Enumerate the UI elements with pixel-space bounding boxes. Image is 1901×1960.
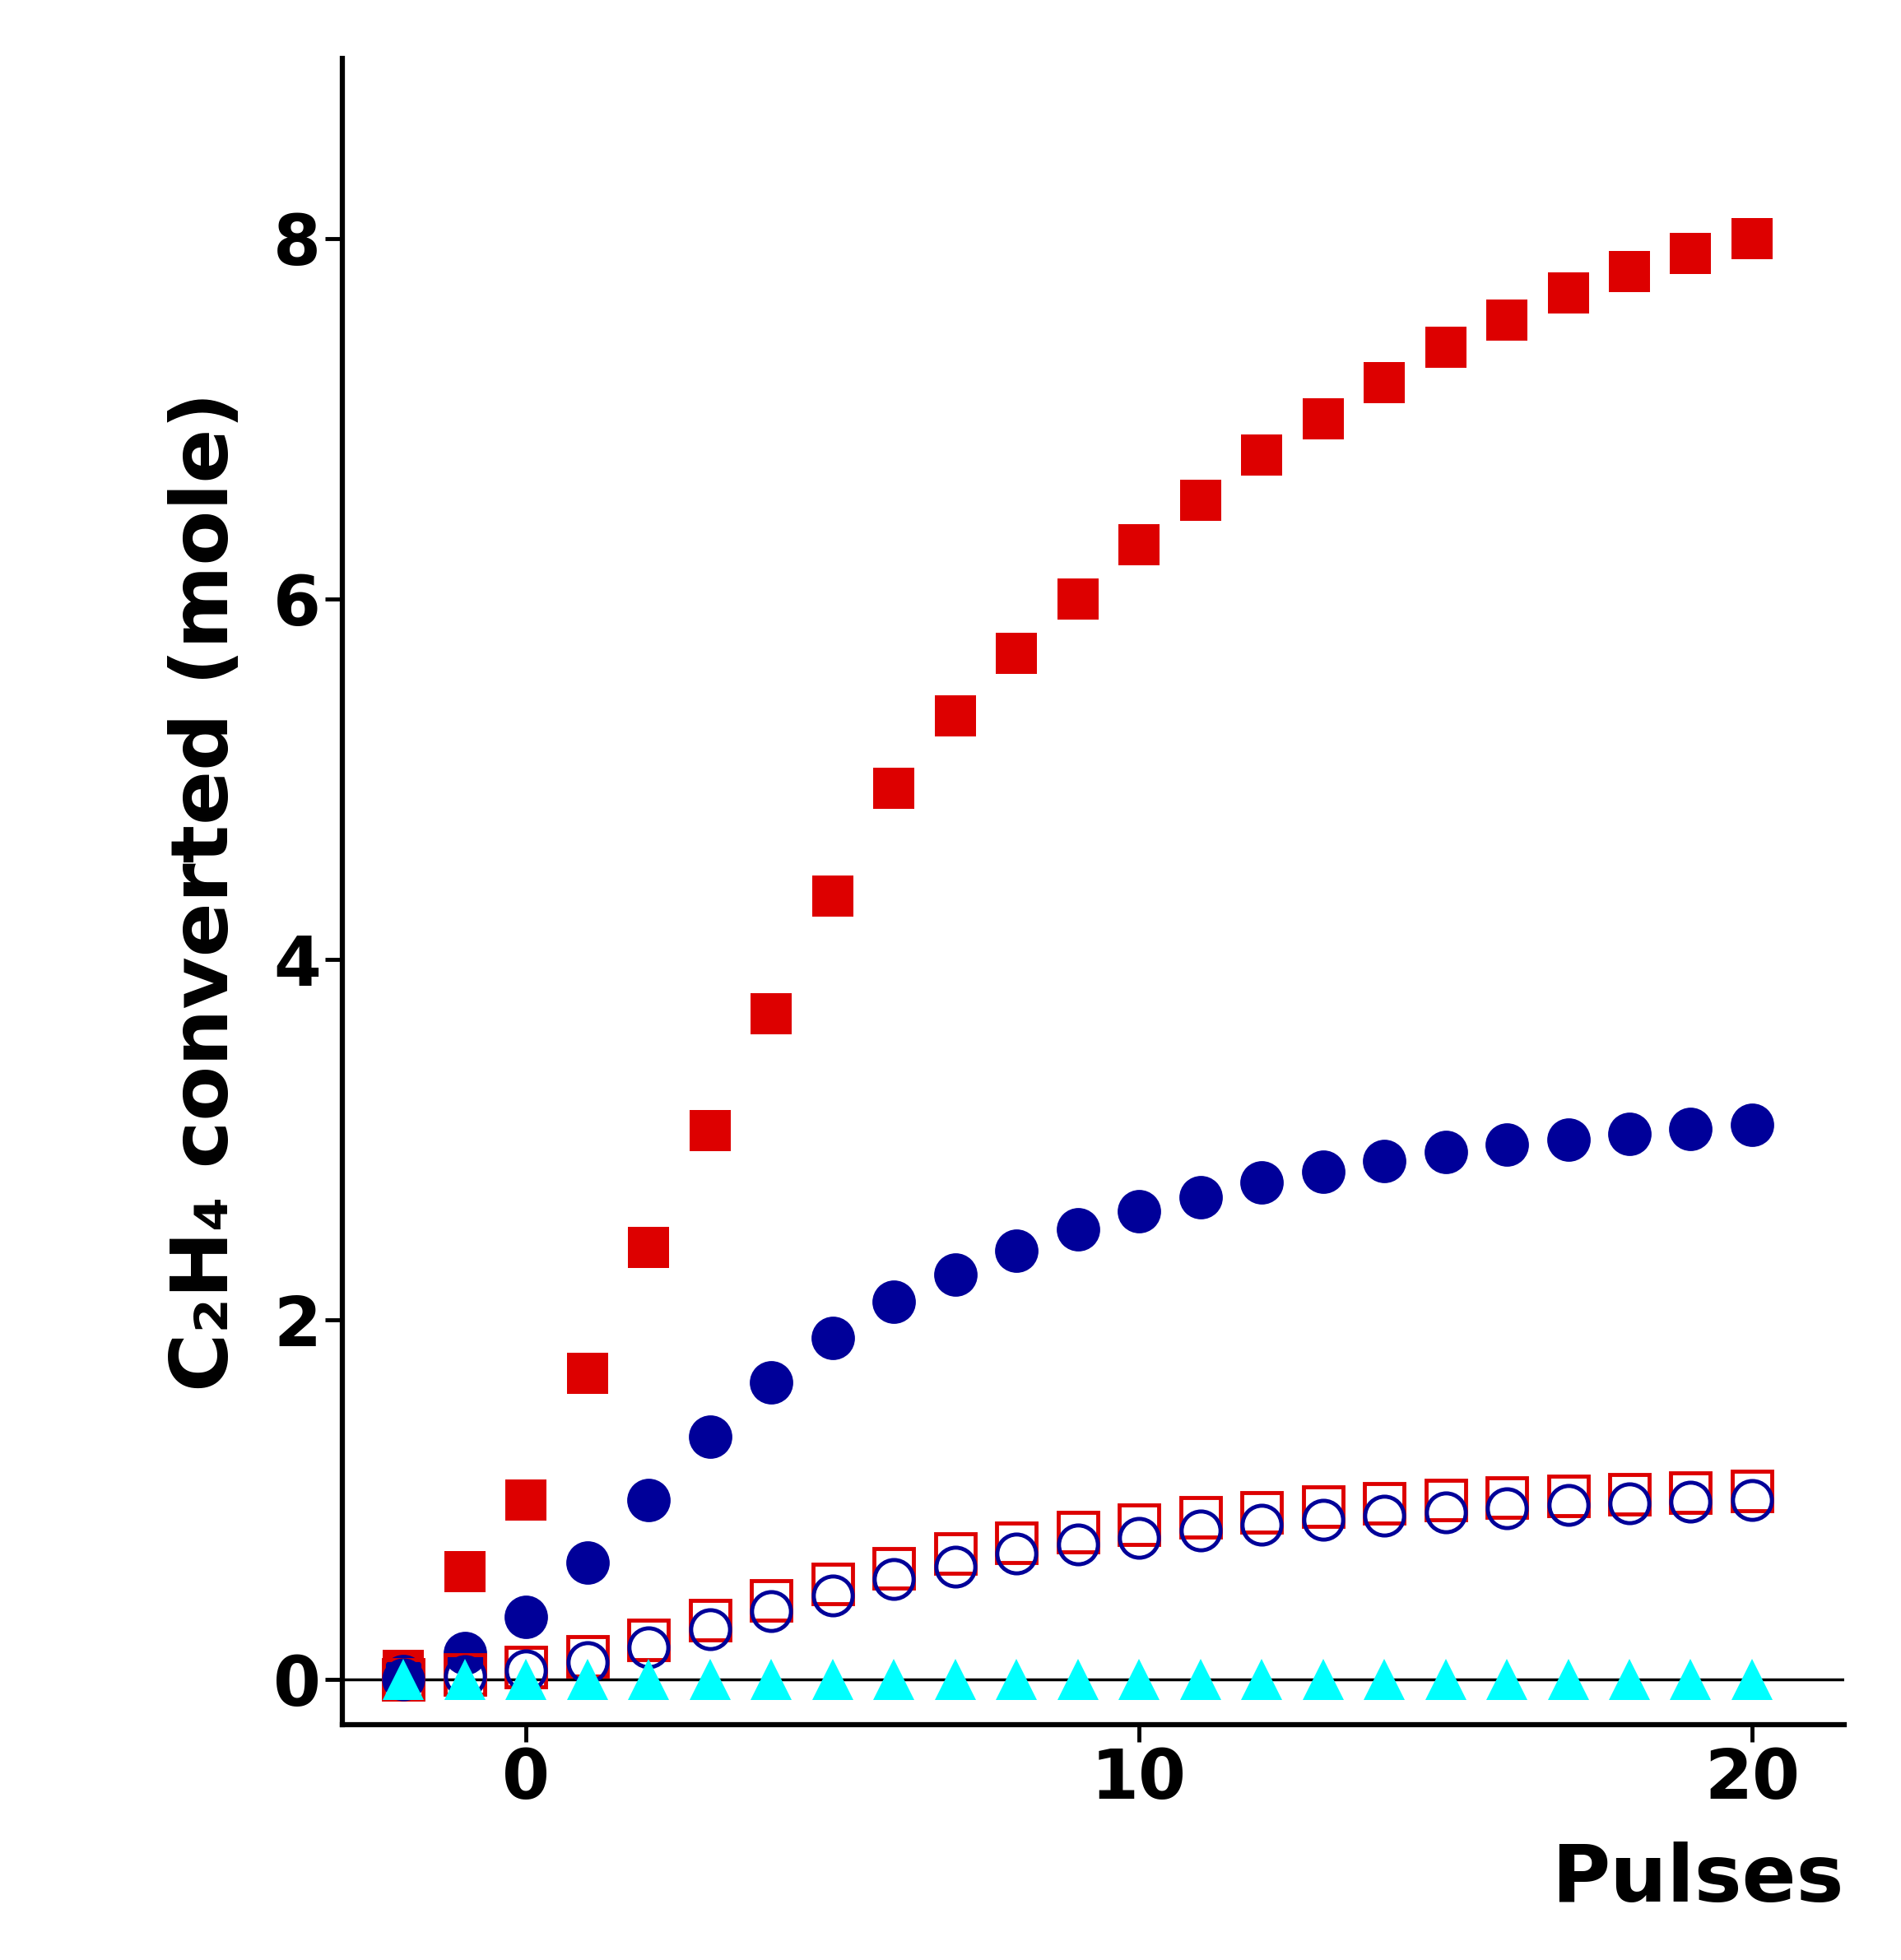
Text: Pulses: Pulses	[1551, 1842, 1844, 1919]
Y-axis label: C₂H₄ converted (mole): C₂H₄ converted (mole)	[167, 392, 245, 1392]
